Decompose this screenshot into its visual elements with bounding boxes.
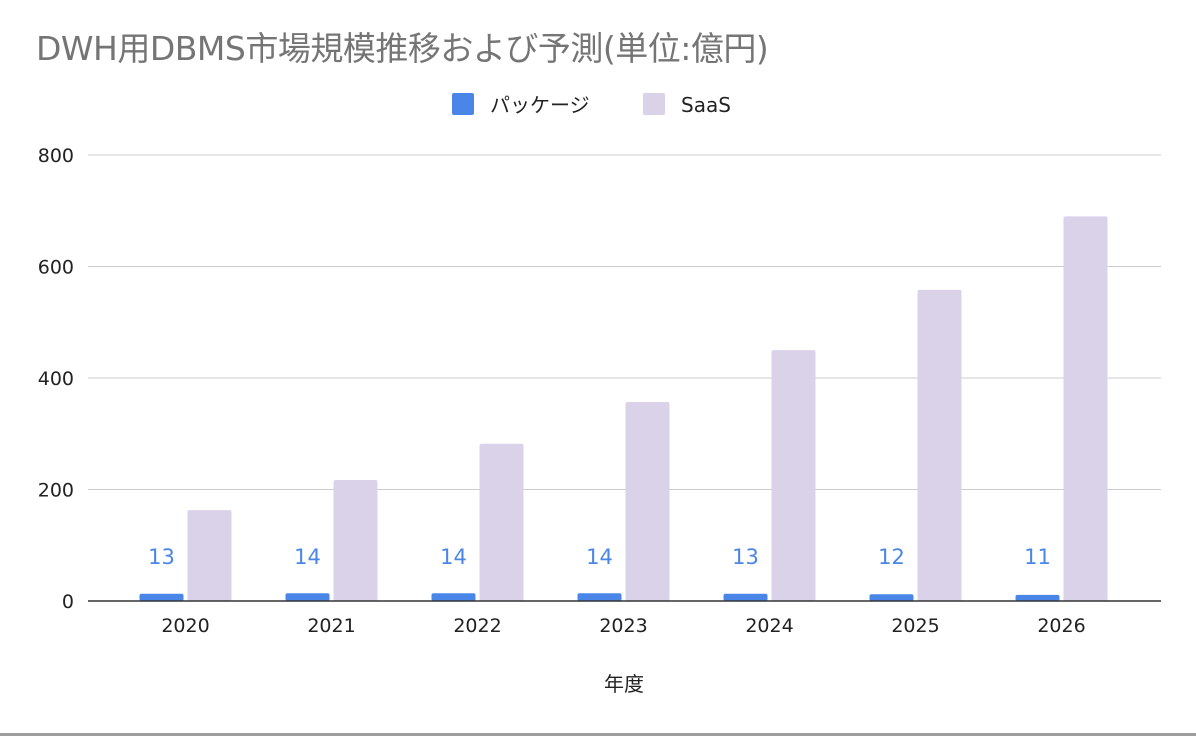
y-tick-label: 800 [38,145,74,167]
y-tick-label: 600 [38,257,74,279]
legend-label-1: SaaS [681,93,731,117]
x-axis-title: 年度 [604,672,644,696]
bar-package-2023 [577,593,622,601]
legend: パッケージ SaaS [452,93,731,117]
y-axis-ticks: 0 200 400 600 800 [38,145,74,613]
bar-package-2020 [139,593,184,601]
x-axis-ticks: 2020 2021 2022 2023 2024 2025 2026 [88,600,1161,637]
x-tick-label-2020: 2020 [161,615,209,637]
bar-saas-2020 [187,510,232,601]
data-labels: 13 14 14 14 13 12 11 [148,545,1051,569]
bar-saas-2021 [333,480,378,601]
bar-saas-2024 [771,350,816,601]
data-label-2021: 14 [294,545,321,569]
x-tick-label-2022: 2022 [453,615,501,637]
x-tick-label-2021: 2021 [307,615,355,637]
data-label-2022: 14 [440,545,467,569]
bar-saas-2022 [479,443,524,601]
bar-package-2024 [723,593,768,601]
data-label-2026: 11 [1024,545,1051,569]
y-tick-label: 0 [62,591,74,613]
bars [139,216,1108,601]
y-tick-label: 200 [38,480,74,502]
bar-saas-2025 [917,289,962,601]
data-label-2023: 14 [586,545,613,569]
legend-label-0: パッケージ [490,93,590,117]
bar-package-2026 [1015,594,1060,601]
gridlines [88,154,1161,490]
data-label-2020: 13 [148,545,175,569]
x-tick-label-2023: 2023 [599,615,647,637]
y-tick-label: 400 [38,368,74,390]
legend-swatch-1 [643,93,665,115]
bottom-divider [0,733,1196,736]
chart-title: DWH用DBMS市場規模推移および予測(単位:億円) [36,29,769,68]
x-tick-label-2024: 2024 [745,615,793,637]
data-label-2024: 13 [732,545,759,569]
bar-package-2025 [869,594,914,601]
bar-saas-2026 [1063,216,1108,601]
bar-package-2022 [431,593,476,601]
data-label-2025: 12 [878,545,905,569]
bar-saas-2023 [625,401,670,601]
x-tick-label-2025: 2025 [891,615,939,637]
bar-package-2021 [285,593,330,601]
legend-swatch-0 [452,93,474,115]
x-tick-label-2026: 2026 [1037,615,1085,637]
